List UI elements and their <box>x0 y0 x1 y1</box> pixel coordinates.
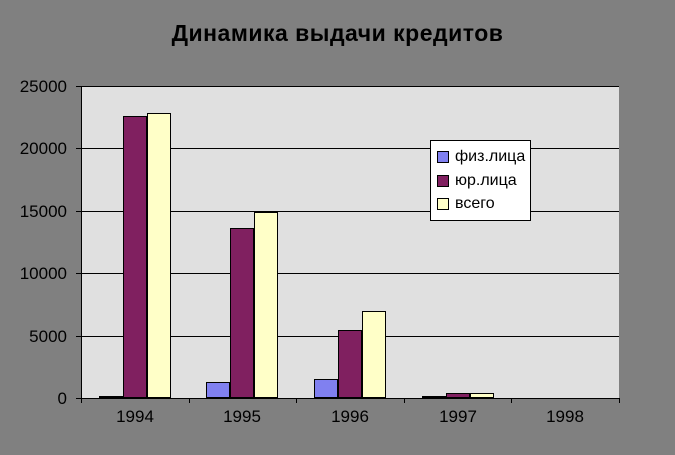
y-axis-label-20000: 20000 <box>19 139 67 158</box>
bar-физ.лица-1995 <box>206 382 230 398</box>
x-tick-0 <box>81 398 82 403</box>
y-axis-label-5000: 5000 <box>29 327 67 346</box>
x-axis-label-1998: 1998 <box>546 407 584 426</box>
y-tick-0 <box>76 398 81 399</box>
y-axis-label-25000: 25000 <box>19 77 67 96</box>
bar-всего-1994 <box>147 113 171 398</box>
y-axis-line <box>81 86 82 399</box>
bar-всего-1995 <box>254 212 278 398</box>
x-axis-label-1995: 1995 <box>223 407 261 426</box>
x-tick-5 <box>619 398 620 403</box>
legend-swatch-yur-lica <box>437 174 449 187</box>
x-axis-label-1997: 1997 <box>439 407 477 426</box>
x-axis-label-1994: 1994 <box>116 407 154 426</box>
legend-swatch-vsego <box>437 198 449 211</box>
legend-swatch-fiz-lica <box>437 150 449 163</box>
y-tick-25000 <box>76 86 81 87</box>
legend: физ.лица юр.лица всего <box>430 140 531 221</box>
bar-юр.лица-1995 <box>230 228 254 398</box>
y-axis-label-15000: 15000 <box>19 202 67 221</box>
legend-label-yur-lica: юр.лица <box>455 171 517 189</box>
bar-юр.лица-1997 <box>446 393 470 398</box>
legend-label-vsego: всего <box>455 195 495 213</box>
x-axis-line <box>81 398 619 399</box>
chart-title: Динамика выдачи кредитов <box>171 20 504 46</box>
y-tick-10000 <box>76 273 81 274</box>
y-tick-15000 <box>76 211 81 212</box>
x-tick-1 <box>189 398 190 403</box>
gridline-25000 <box>81 86 619 87</box>
gridline-10000 <box>81 273 619 274</box>
y-axis-label-10000: 10000 <box>19 264 67 283</box>
y-tick-20000 <box>76 148 81 149</box>
bar-физ.лица-1994 <box>99 396 123 398</box>
plot-area <box>76 86 620 403</box>
x-tick-3 <box>404 398 405 403</box>
legend-item-vsego: всего <box>437 196 530 212</box>
bar-всего-1997 <box>470 393 494 398</box>
bar-физ.лица-1997 <box>422 396 446 398</box>
bar-всего-1996 <box>362 311 386 398</box>
x-tick-4 <box>511 398 512 403</box>
bar-юр.лица-1996 <box>338 330 362 398</box>
gridline-15000 <box>81 211 619 212</box>
legend-label-fiz-lica: физ.лица <box>455 147 526 165</box>
bar-юр.лица-1994 <box>123 116 147 398</box>
x-axis-label-1996: 1996 <box>331 407 369 426</box>
gridline-20000 <box>81 148 619 149</box>
x-tick-2 <box>296 398 297 403</box>
bar-физ.лица-1996 <box>314 379 338 398</box>
legend-item-yur-lica: юр.лица <box>437 171 530 189</box>
y-tick-5000 <box>76 336 81 337</box>
y-axis-label-0: 0 <box>57 389 67 408</box>
legend-item-fiz-lica: физ.лица <box>437 147 530 165</box>
